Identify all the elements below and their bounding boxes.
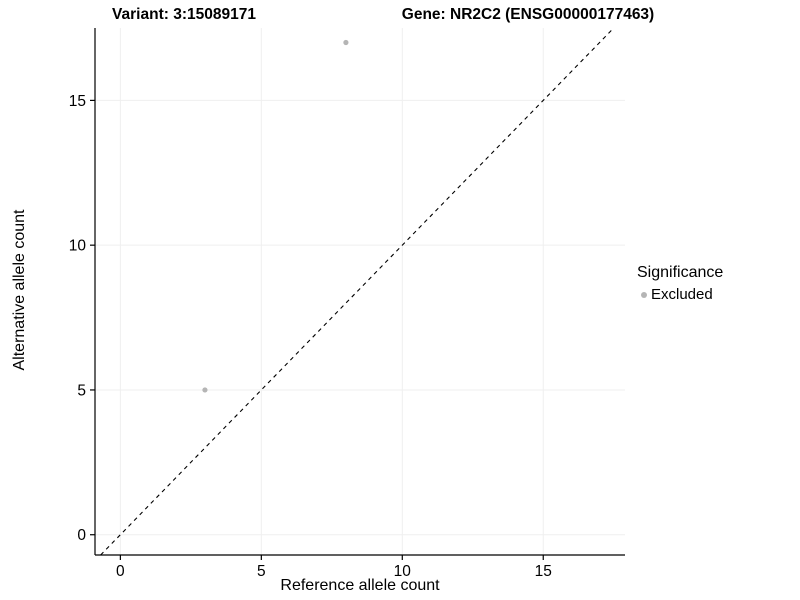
data-point — [343, 39, 349, 46]
variant-title: Variant: 3:15089171 — [112, 6, 256, 23]
y-axis-title: Alternative allele count — [11, 209, 28, 371]
gene-title: Gene: NR2C2 (ENSG00000177463) — [401, 6, 655, 23]
x-tick-label: 5 — [257, 563, 266, 580]
legend-title: Significance — [637, 264, 724, 281]
y-tick-label: 10 — [69, 238, 87, 255]
y-tick-label: 5 — [77, 382, 86, 399]
excluded-point-icon — [641, 291, 647, 298]
x-tick-label: 15 — [535, 563, 552, 580]
y-tick-label: 15 — [69, 93, 86, 110]
legend-item-excluded: Excluded — [637, 286, 723, 303]
legend-item-label: Excluded — [651, 286, 713, 303]
data-point — [202, 387, 208, 393]
legend: Significance Excluded — [637, 264, 723, 303]
x-axis-title: Reference allele count — [280, 577, 440, 594]
y-tick-label: 0 — [77, 527, 86, 544]
x-tick-label: 0 — [116, 563, 125, 580]
x-tick-label: 10 — [394, 563, 412, 580]
identity-line — [100, 27, 615, 556]
